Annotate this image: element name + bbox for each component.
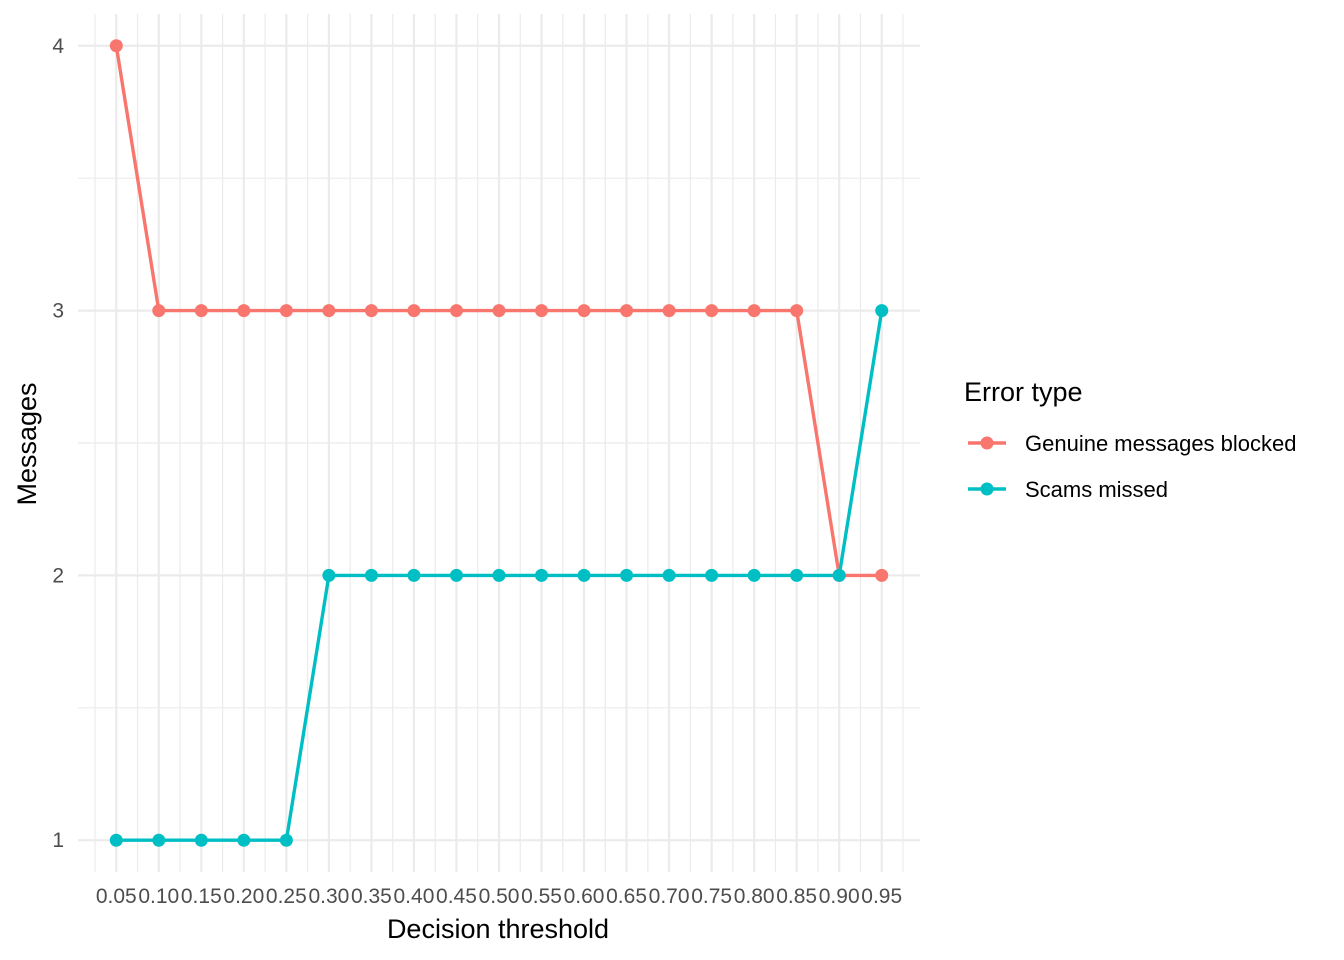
x-tick-label: 0.95 [861,885,902,908]
x-tick-label: 0.65 [606,885,647,908]
data-point-series-1 [279,304,293,318]
data-point-series-1 [407,304,421,318]
x-tick-label: 0.05 [96,885,137,908]
data-point-series-2 [194,833,208,847]
data-point-series-2 [364,568,378,582]
data-point-series-2 [322,568,336,582]
data-point-series-2 [109,833,123,847]
x-tick-label: 0.45 [436,885,477,908]
data-point-series-1 [237,304,251,318]
legend-label: Genuine messages blocked [1025,431,1297,456]
data-point-series-2 [407,568,421,582]
legend-key-point [980,482,994,496]
x-tick-label: 0.75 [691,885,732,908]
data-point-series-1 [662,304,676,318]
x-tick-label: 0.50 [479,885,520,908]
data-point-series-2 [577,568,591,582]
legend-items: Genuine messages blocked Scams missed [968,431,1297,502]
legend-key-point [980,436,994,450]
x-tick-label: 0.60 [564,885,605,908]
x-tick-label: 0.10 [138,885,179,908]
data-point-series-1 [364,304,378,318]
data-point-series-1 [194,304,208,318]
y-tick-label: 3 [52,300,64,323]
legend-item: Genuine messages blocked [968,431,1297,456]
data-point-series-1 [875,568,889,582]
data-point-series-1 [152,304,166,318]
data-point-series-2 [620,568,634,582]
x-tick-label: 0.30 [308,885,349,908]
series-points [109,39,889,847]
x-tick-label: 0.15 [181,885,222,908]
x-tick-label: 0.55 [521,885,562,908]
legend: Error type Genuine messages blocked Scams… [964,377,1297,502]
data-point-series-2 [790,568,804,582]
data-point-series-1 [492,304,506,318]
x-tick-label: 0.25 [266,885,307,908]
legend-item: Scams missed [968,477,1168,502]
data-point-series-2 [492,568,506,582]
legend-label: Scams missed [1025,477,1168,502]
data-point-series-2 [705,568,719,582]
x-axis-title: Decision threshold [387,914,609,944]
data-point-series-2 [662,568,676,582]
y-axis-tick-labels: 1 2 3 4 [52,35,64,852]
y-tick-label: 4 [52,35,64,58]
x-tick-label: 0.35 [351,885,392,908]
data-point-series-1 [535,304,549,318]
legend-title: Error type [964,377,1083,407]
data-point-series-2 [237,833,251,847]
data-point-series-2 [535,568,549,582]
data-point-series-1 [322,304,336,318]
data-point-series-2 [875,304,889,318]
data-point-series-1 [449,304,463,318]
x-tick-label: 0.90 [819,885,860,908]
data-point-series-2 [832,568,846,582]
y-tick-label: 1 [52,829,64,852]
data-point-series-1 [790,304,804,318]
data-point-series-1 [747,304,761,318]
data-point-series-1 [620,304,634,318]
x-tick-label: 0.80 [734,885,775,908]
y-tick-label: 2 [52,564,64,587]
x-axis-tick-labels: 0.05 0.10 0.15 0.20 0.25 0.30 0.35 0.40 0.45 0.50… [96,885,902,908]
data-point-series-2 [279,833,293,847]
data-point-series-2 [152,833,166,847]
data-point-series-2 [747,568,761,582]
plot-panel [78,14,920,872]
x-tick-label: 0.70 [649,885,690,908]
x-tick-label: 0.85 [776,885,817,908]
y-axis-title: Messages [12,382,42,505]
data-point-series-2 [449,568,463,582]
data-point-series-1 [109,39,123,53]
data-point-series-1 [577,304,591,318]
data-point-series-1 [705,304,719,318]
x-tick-label: 0.20 [223,885,264,908]
x-tick-label: 0.40 [394,885,435,908]
